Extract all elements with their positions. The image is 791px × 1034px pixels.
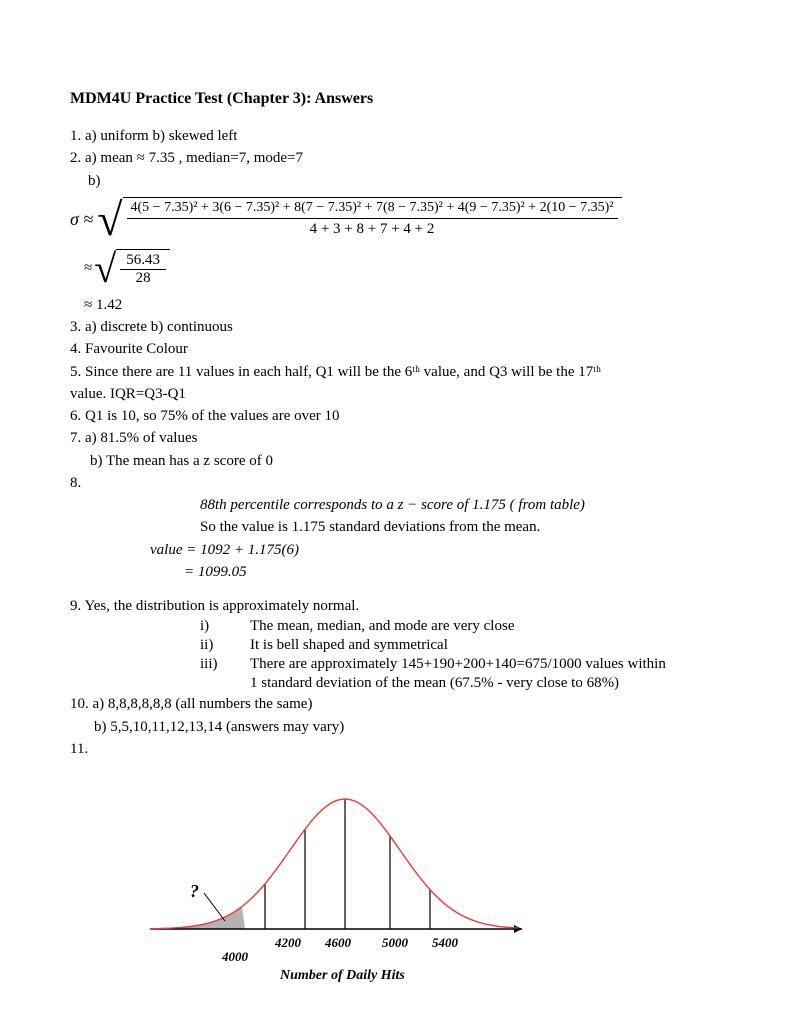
q9-iii-text-b: 1 standard deviation of the mean (67.5% …: [250, 675, 721, 692]
svg-text:5000: 5000: [382, 935, 409, 950]
svg-text:4000: 4000: [221, 949, 249, 964]
q9-item-iii: iii) There are approximately 145+190+200…: [200, 656, 721, 673]
sigma-fraction: 4(5 − 7.35)² + 3(6 − 7.35)² + 8(7 − 7.35…: [127, 200, 618, 238]
answer-8-label: 8.: [70, 473, 721, 493]
answer-2a: 2. a) mean ≈ 7.35 , median=7, mode=7: [70, 148, 721, 168]
answer-7b: b) The mean has a z score of 0: [70, 451, 721, 471]
q9-roman-list: i) The mean, median, and mode are very c…: [200, 618, 721, 692]
q8-line2: So the value is 1.175 standard deviation…: [200, 517, 721, 537]
svg-text:5400: 5400: [432, 935, 459, 950]
roman-iii: iii): [200, 656, 250, 673]
answer-6: 6. Q1 is 10, so 75% of the values are ov…: [70, 406, 721, 426]
approx-sign: ≈: [84, 260, 92, 277]
answer-2b-label: b): [70, 171, 721, 191]
roman-i: i): [200, 618, 250, 635]
q9-ii-text: It is bell shaped and symmetrical: [250, 637, 721, 654]
sigma-step2-row: ≈ √ 56.43 28: [84, 249, 721, 289]
q9-item-iii-b: 1 standard deviation of the mean (67.5% …: [200, 675, 721, 692]
svg-text:?: ?: [190, 881, 199, 901]
radical-step2: √ 56.43 28: [94, 249, 170, 289]
answer-1: 1. a) uniform b) skewed left: [70, 126, 721, 146]
radical-body-2: 56.43 28: [116, 249, 170, 289]
answer-10b: b) 5,5,10,11,12,13,14 (answers may vary): [70, 717, 721, 737]
sqrt-sign: √: [97, 197, 122, 243]
sigma-step2-fraction: 56.43 28: [120, 252, 166, 287]
sigma-denominator: 4 + 3 + 8 + 7 + 4 + 2: [127, 219, 618, 238]
q9-item-ii: ii) It is bell shaped and symmetrical: [200, 637, 721, 654]
answer-5-line2: value. IQR=Q3-Q1: [70, 384, 721, 404]
q9-i-text: The mean, median, and mode are very clos…: [250, 618, 721, 635]
answer-10a: 10. a) 8,8,8,8,8,8 (all numbers the same…: [70, 694, 721, 714]
answer-7a: 7. a) 81.5% of values: [70, 428, 721, 448]
radical-body: 4(5 − 7.35)² + 3(6 − 7.35)² + 8(7 − 7.35…: [123, 197, 622, 243]
roman-ii: ii): [200, 637, 250, 654]
sigma-result: ≈ 1.42: [84, 295, 721, 315]
sigma-symbol: σ ≈: [70, 209, 93, 230]
sigma-formula-row: σ ≈ √ 4(5 − 7.35)² + 3(6 − 7.35)² + 8(7 …: [70, 197, 721, 243]
q8-line3: value = 1092 + 1.175(6): [150, 540, 721, 560]
sigma-step2-den: 28: [120, 270, 166, 287]
svg-text:Number of Daily Hits: Number of Daily Hits: [279, 968, 405, 983]
q8-line4: = 1099.05: [184, 562, 721, 582]
normal-curve-svg: 4000 4200 4600 5000 5400? Number of Daily Hit…: [130, 769, 530, 989]
svg-text:4200: 4200: [274, 935, 302, 950]
answer-4: 4. Favourite Colour: [70, 339, 721, 359]
sigma-step2-num: 56.43: [120, 252, 166, 270]
svg-text:4600: 4600: [324, 935, 352, 950]
roman-blank: [200, 675, 250, 692]
answer-5-line1: 5. Since there are 11 values in each hal…: [70, 362, 721, 382]
q9-iii-text-a: There are approximately 145+190+200+140=…: [250, 656, 721, 673]
normal-curve-chart: 4000 4200 4600 5000 5400? Number of Daily Hit…: [130, 769, 721, 994]
page-title: MDM4U Practice Test (Chapter 3): Answers: [70, 90, 721, 108]
radical-main: √ 4(5 − 7.35)² + 3(6 − 7.35)² + 8(7 − 7.…: [97, 197, 621, 243]
answer-3: 3. a) discrete b) continuous: [70, 317, 721, 337]
sigma-numerator: 4(5 − 7.35)² + 3(6 − 7.35)² + 8(7 − 7.35…: [127, 200, 618, 219]
q8-line1: 88th percentile corresponds to a z − sco…: [200, 495, 721, 515]
sqrt-sign-2: √: [94, 249, 116, 289]
answer-9-intro: 9. Yes, the distribution is approximatel…: [70, 596, 721, 616]
q9-item-i: i) The mean, median, and mode are very c…: [200, 618, 721, 635]
answer-11-label: 11.: [70, 739, 721, 759]
